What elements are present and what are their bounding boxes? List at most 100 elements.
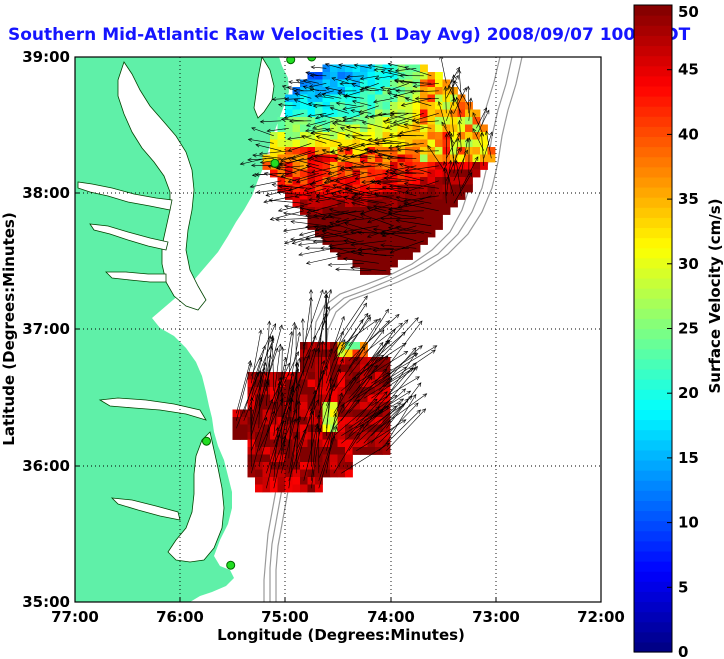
colorbar-band [634, 15, 672, 26]
velocity-vector-head [443, 85, 448, 91]
velocity-cell [442, 184, 451, 193]
velocity-vector [455, 160, 462, 196]
velocity-cell [367, 267, 376, 275]
velocity-vector-head [327, 262, 333, 267]
velocity-cell [472, 162, 481, 170]
velocity-vector-head [277, 184, 283, 189]
velocity-cell [472, 124, 481, 133]
velocity-vector-head [305, 71, 310, 76]
velocity-vector [453, 172, 473, 204]
velocity-vector-head [427, 145, 432, 150]
velocity-vector [367, 210, 402, 223]
velocity-vector [453, 149, 468, 181]
velocity-cell [427, 162, 436, 170]
velocity-vector-head [284, 240, 289, 245]
velocity-cell [420, 162, 428, 170]
velocity-cell [270, 154, 278, 163]
velocity-cell [285, 417, 293, 425]
velocity-vector [342, 117, 364, 122]
velocity-cell [367, 199, 376, 208]
velocity-vector-head [357, 247, 363, 252]
velocity-cell [300, 469, 308, 478]
velocity-vector-head [375, 405, 380, 411]
colorbar-band [634, 5, 672, 16]
velocity-vector-head [472, 127, 477, 133]
velocity-cell [307, 342, 316, 350]
velocity-vector-head [448, 159, 453, 165]
velocity-cell [442, 87, 451, 95]
velocity-cell [315, 409, 323, 418]
velocity-cell [382, 94, 391, 103]
velocity-vector-head [411, 118, 417, 122]
velocity-cell [300, 432, 308, 440]
velocity-vector-head [367, 138, 373, 142]
velocity-cell [427, 199, 436, 208]
velocity-vector [377, 154, 409, 159]
velocity-cell [337, 192, 346, 200]
velocity-vector-head [296, 383, 301, 388]
velocity-vector-head [384, 171, 389, 176]
velocity-vector [303, 306, 330, 361]
velocity-vector-head [293, 98, 299, 103]
colorbar-band [634, 480, 672, 491]
velocity-vector-head [292, 418, 297, 423]
velocity-vector [251, 362, 266, 421]
velocity-vector [283, 212, 319, 219]
velocity-cell [352, 169, 361, 178]
velocity-cell [367, 102, 376, 110]
velocity-vector-head [335, 101, 341, 106]
velocity-cell [390, 252, 398, 260]
velocity-cell [457, 147, 466, 155]
velocity-cell [367, 372, 376, 380]
velocity-vector-head [404, 66, 409, 71]
velocity-cell [405, 199, 413, 208]
velocity-cell [307, 222, 316, 230]
velocity-vector-head [384, 406, 390, 410]
velocity-cell [360, 447, 368, 455]
velocity-vector [252, 154, 282, 159]
velocity-vector-head [295, 368, 300, 374]
velocity-vector-head [284, 97, 289, 102]
velocity-vector [310, 89, 327, 92]
velocity-cell [412, 147, 421, 155]
velocity-vector-head [321, 229, 327, 234]
colorbar-tick-label: 25 [678, 320, 699, 338]
velocity-vector-head [324, 364, 328, 370]
velocity-vector-head [350, 108, 355, 113]
velocity-cell [352, 214, 361, 223]
velocity-vector [328, 263, 364, 266]
velocity-vector [343, 155, 372, 159]
velocity-cell [315, 229, 323, 238]
velocity-cell [367, 222, 376, 230]
velocity-vector [318, 426, 338, 481]
velocity-vector-head [336, 368, 341, 374]
velocity-vector [368, 65, 387, 69]
velocity-cell [390, 199, 398, 208]
velocity-vector-head [265, 192, 270, 197]
velocity-vector [291, 150, 319, 159]
velocity-vector-head [294, 325, 299, 330]
velocity-vector-head [312, 125, 317, 129]
velocity-vector-head [266, 128, 271, 133]
velocity-vector-head [395, 313, 400, 319]
velocity-cell [427, 177, 436, 185]
velocity-cell [382, 387, 391, 395]
velocity-cell [360, 117, 368, 125]
x-tick-label: 73:00 [472, 608, 520, 626]
velocity-vector-head [319, 113, 324, 118]
velocity-cell [360, 184, 368, 193]
velocity-vector-head [359, 318, 364, 324]
velocity-vector-head [267, 320, 272, 326]
velocity-cell [360, 64, 368, 73]
velocity-cell [420, 102, 428, 110]
velocity-vector-head [485, 109, 490, 115]
velocity-vector [378, 362, 417, 406]
velocity-vector [341, 314, 371, 361]
velocity-vector-head [251, 173, 257, 178]
velocity-vector [281, 392, 283, 451]
velocity-cell [277, 484, 286, 493]
velocity-vector [380, 244, 417, 249]
velocity-vector-head [306, 209, 312, 214]
velocity-cell [360, 402, 368, 410]
velocity-vector-head [344, 222, 349, 226]
